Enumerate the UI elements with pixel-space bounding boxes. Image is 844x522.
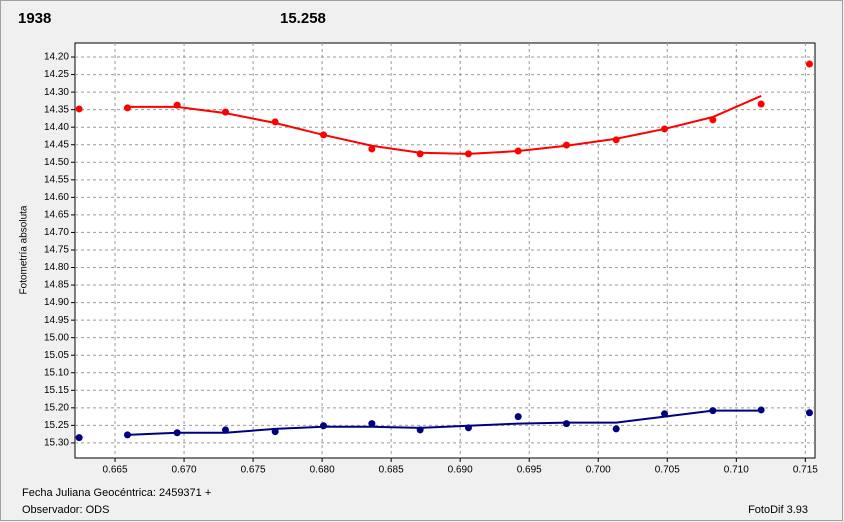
y-tick-label: 14.25 (44, 69, 69, 80)
data-point (75, 105, 83, 113)
y-tick-label: 14.75 (44, 245, 69, 256)
x-tick-label: 0.715 (793, 465, 818, 476)
y-axis-label: Fotometría absoluta (19, 205, 30, 294)
y-tick-label: 15.25 (44, 420, 69, 431)
y-tick-label: 15.10 (44, 367, 69, 378)
y-tick-label: 14.45 (44, 139, 69, 150)
footer-date: Fecha Juliana Geocéntrica: 2459371 + (22, 487, 211, 499)
header-label: 1938 (18, 10, 51, 27)
y-tick-label: 14.35 (44, 104, 69, 115)
data-point (75, 434, 83, 442)
data-point (368, 420, 376, 428)
fit-line (127, 409, 762, 436)
x-tick-label: 0.670 (172, 465, 197, 476)
y-tick-label: 14.65 (44, 210, 69, 221)
x-tick-label: 0.710 (724, 465, 749, 476)
data-point (123, 104, 131, 112)
data-point (514, 413, 522, 421)
x-tick-label: 0.665 (103, 465, 128, 476)
y-tick-label: 14.90 (44, 297, 69, 308)
x-tick-label: 0.700 (586, 465, 611, 476)
y-tick-label: 14.40 (44, 122, 69, 133)
y-tick-label: 14.95 (44, 315, 69, 326)
data-point (757, 100, 765, 108)
y-tick-label: 15.30 (44, 438, 69, 449)
y-tick-label: 14.50 (44, 157, 69, 168)
y-tick-label: 14.70 (44, 227, 69, 238)
y-tick-label: 14.20 (44, 52, 69, 63)
x-tick-label: 0.705 (655, 465, 680, 476)
x-tick-label: 0.690 (448, 465, 473, 476)
y-tick-label: 14.80 (44, 262, 69, 273)
y-tick-label: 14.30 (44, 87, 69, 98)
fit-line (127, 95, 762, 155)
data-point (805, 409, 813, 417)
y-tick-label: 15.20 (44, 402, 69, 413)
data-point (612, 425, 620, 433)
plot-area (74, 42, 816, 459)
x-tick-label: 0.675 (241, 465, 266, 476)
data-point (805, 60, 813, 68)
footer-software: FotoDif 3.93 (748, 504, 808, 516)
y-tick-label: 14.60 (44, 192, 69, 203)
x-tick-label: 0.695 (517, 465, 542, 476)
data-point (320, 422, 328, 430)
data-point (368, 145, 376, 153)
y-tick-label: 15.15 (44, 385, 69, 396)
y-tick-label: 15.00 (44, 332, 69, 343)
x-tick-label: 0.680 (310, 465, 335, 476)
x-tick-label: 0.685 (379, 465, 404, 476)
footer-observer: Observador: ODS (22, 504, 109, 516)
y-tick-label: 14.85 (44, 280, 69, 291)
header-label: 15.258 (280, 10, 326, 27)
y-tick-label: 14.55 (44, 174, 69, 185)
data-point (123, 431, 131, 439)
y-tick-label: 15.05 (44, 350, 69, 361)
